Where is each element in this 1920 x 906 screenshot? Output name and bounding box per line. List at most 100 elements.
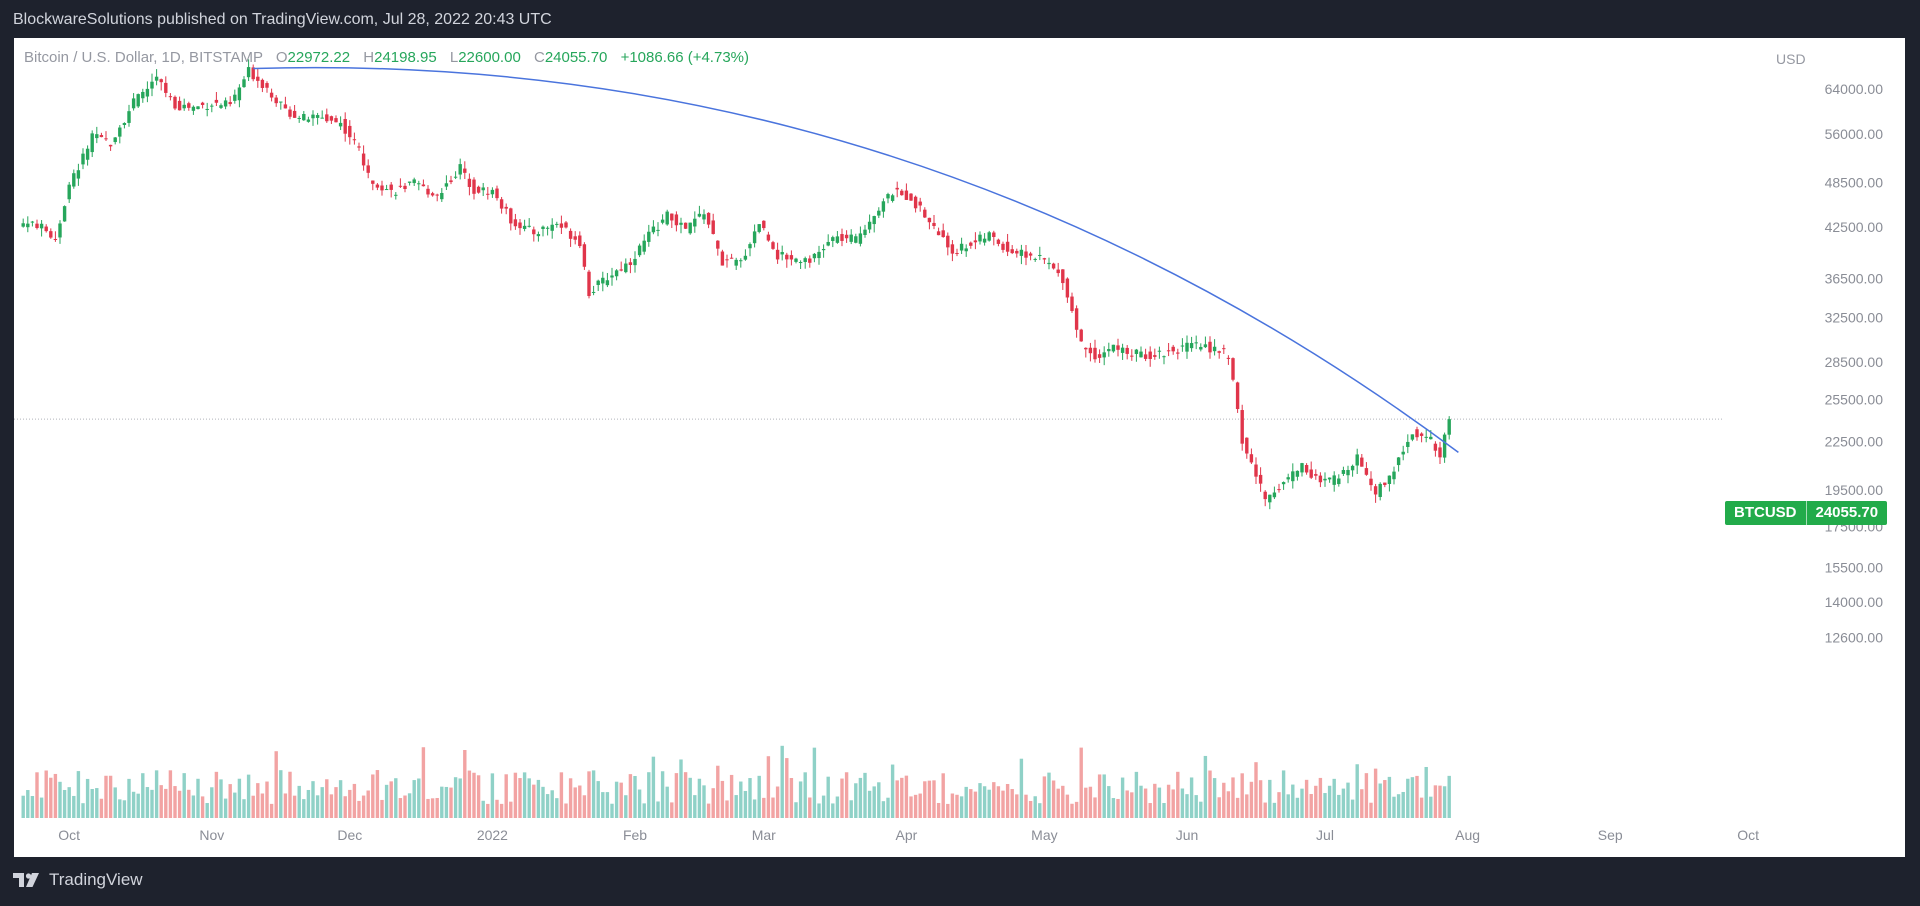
candle xyxy=(421,179,426,187)
price-chart[interactable]: 64000.00 56000.00 48500.00 42500.00 36500.00… xyxy=(14,38,1905,857)
candle xyxy=(380,180,384,196)
candle xyxy=(1088,342,1093,362)
candle xyxy=(265,81,269,93)
x-tick-label: Jun xyxy=(1176,827,1199,843)
candle xyxy=(95,126,99,144)
volume-bar xyxy=(619,782,623,818)
candle xyxy=(495,185,499,201)
volume-bar xyxy=(504,774,508,818)
candle xyxy=(1047,257,1051,270)
candle xyxy=(1116,338,1120,357)
volume-bar xyxy=(854,783,858,818)
low-value: 22600.00 xyxy=(458,49,521,66)
volume-bar xyxy=(1162,803,1166,818)
volume-bar xyxy=(1304,779,1309,818)
currency-label: USD xyxy=(1776,51,1806,67)
candle xyxy=(798,260,803,269)
chart-panel[interactable]: 64000.00 56000.00 48500.00 42500.00 36500.00… xyxy=(14,38,1905,857)
candle xyxy=(338,116,343,131)
volume-bar xyxy=(955,794,959,818)
y-tick-label: 14000.00 xyxy=(1825,594,1884,610)
close-value: 24055.70 xyxy=(544,49,608,66)
candles xyxy=(21,59,1451,510)
volume-bar xyxy=(1065,794,1070,818)
candle xyxy=(467,173,472,196)
candle xyxy=(242,76,246,88)
volume-bar xyxy=(219,779,223,818)
candle xyxy=(274,95,278,107)
candle xyxy=(1424,429,1428,443)
volume-bar xyxy=(660,771,665,818)
volume-bar xyxy=(1360,789,1364,818)
x-tick-label: May xyxy=(1031,827,1057,843)
candle xyxy=(923,207,927,219)
candle xyxy=(417,180,421,191)
candle xyxy=(509,207,513,231)
volume-bar xyxy=(375,770,380,818)
volume-bar xyxy=(177,790,182,818)
volume-bar xyxy=(205,803,209,818)
candle xyxy=(366,159,370,179)
candle xyxy=(1107,342,1111,357)
volume-bar xyxy=(1387,776,1392,818)
volume-bar xyxy=(472,772,476,818)
candle xyxy=(1024,244,1028,266)
volume-bar xyxy=(637,789,642,818)
candle xyxy=(706,212,711,229)
candle xyxy=(223,97,228,110)
volume-bar xyxy=(136,793,140,818)
candle xyxy=(1102,346,1106,366)
volume-bar xyxy=(297,785,301,818)
volume-bar xyxy=(196,778,200,818)
volume-bar xyxy=(978,783,982,818)
candle xyxy=(821,244,826,258)
candle xyxy=(541,225,545,237)
candle xyxy=(154,69,159,86)
candle xyxy=(688,222,692,235)
volume-bar xyxy=(950,793,955,818)
candle xyxy=(716,240,720,256)
volume-bar xyxy=(936,802,941,818)
volume-bar xyxy=(959,796,964,818)
volume-bar xyxy=(831,803,835,818)
candle xyxy=(168,93,173,101)
curved-trendline xyxy=(253,66,1459,453)
candle xyxy=(1410,434,1415,442)
candle xyxy=(1051,262,1056,270)
volume-bars xyxy=(21,745,1451,818)
candle xyxy=(1442,432,1447,463)
volume-bar xyxy=(325,779,329,818)
volume-bar xyxy=(568,778,573,818)
volume-bar xyxy=(766,756,771,818)
candle xyxy=(145,81,150,103)
candle xyxy=(1015,248,1019,258)
volume-bar xyxy=(1199,801,1203,818)
candle xyxy=(67,181,71,203)
volume-bar xyxy=(435,797,439,818)
volume-bar xyxy=(30,796,35,818)
volume-bar xyxy=(591,770,596,818)
candle xyxy=(118,125,122,144)
volume-bar xyxy=(343,796,347,818)
volume-bar xyxy=(1070,803,1074,818)
volume-bar xyxy=(573,787,577,818)
volume-bar xyxy=(72,795,76,818)
candle xyxy=(269,88,274,102)
candle xyxy=(127,104,131,127)
volume-bar xyxy=(62,789,67,818)
candle xyxy=(1438,441,1442,464)
volume-bar xyxy=(1042,776,1047,818)
volume-bar xyxy=(95,788,99,818)
candle xyxy=(683,222,688,230)
volume-bar xyxy=(509,801,513,818)
volume-bar xyxy=(725,800,729,818)
candle xyxy=(955,248,959,257)
candle xyxy=(1203,336,1208,349)
candle xyxy=(1097,349,1102,363)
candle xyxy=(996,238,1001,247)
candle xyxy=(752,224,757,248)
volume-bar xyxy=(734,795,738,818)
volume-bar xyxy=(1364,773,1369,818)
x-tick-label: Mar xyxy=(752,827,776,843)
y-tick-label: 48500.00 xyxy=(1825,175,1884,191)
